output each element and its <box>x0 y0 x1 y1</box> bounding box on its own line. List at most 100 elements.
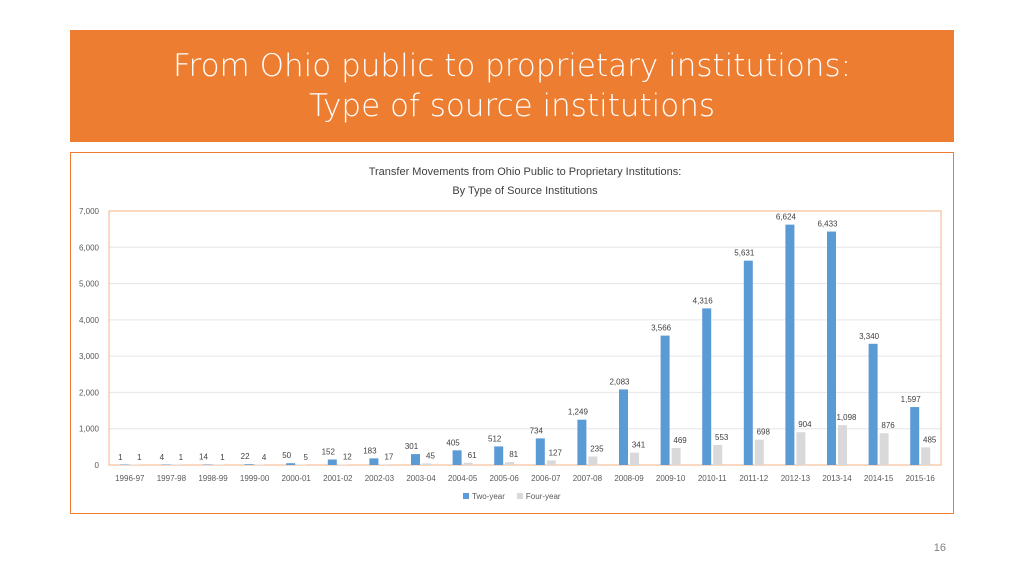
data-label-four-year: 1 <box>179 453 184 462</box>
bar-two-year <box>327 459 337 465</box>
x-tick-label: 2012-13 <box>781 474 811 483</box>
data-label-two-year: 1 <box>118 453 123 462</box>
bar-four-year <box>588 456 598 465</box>
bar-four-year <box>172 464 182 465</box>
slide-title-line-2: Type of source institutions <box>308 88 716 124</box>
data-label-two-year: 6,433 <box>817 220 838 229</box>
data-label-four-year: 485 <box>923 435 937 444</box>
bar-two-year <box>452 450 462 465</box>
y-tick-label: 3,000 <box>79 352 100 361</box>
data-label-four-year: 5 <box>303 453 308 462</box>
bar-two-year <box>286 463 296 465</box>
chart-container: Transfer Movements from Ohio Public to P… <box>70 152 954 514</box>
data-label-four-year: 4 <box>262 453 267 462</box>
bar-four-year <box>255 464 265 465</box>
bar-two-year <box>619 389 628 465</box>
bar-four-year <box>921 447 931 465</box>
data-label-two-year: 4,316 <box>693 296 714 305</box>
x-tick-label: 2000-01 <box>282 474 312 483</box>
bar-four-year <box>838 425 847 465</box>
data-label-four-year: 904 <box>798 420 812 429</box>
page-number: 16 <box>933 542 946 554</box>
plot-area-border <box>108 210 942 466</box>
data-label-two-year: 183 <box>363 446 377 455</box>
x-tick-label: 2010-11 <box>698 474 727 483</box>
data-label-four-year: 235 <box>590 444 604 453</box>
legend-swatch-two-year <box>463 493 469 499</box>
bar-two-year <box>244 464 254 465</box>
bar-four-year <box>671 447 681 465</box>
x-tick-label: 2011-12 <box>739 474 768 483</box>
x-tick-label: 1998-99 <box>198 474 228 483</box>
y-tick-label: 2,000 <box>79 388 100 397</box>
bar-two-year <box>535 438 545 465</box>
legend-swatch-four-year <box>516 493 523 499</box>
data-label-four-year: 341 <box>632 441 646 450</box>
x-tick-label: 2007-08 <box>573 474 603 483</box>
data-label-two-year: 405 <box>446 438 460 447</box>
data-label-two-year: 6,624 <box>776 213 797 222</box>
y-tick-label: 6,000 <box>79 243 100 252</box>
bar-four-year <box>713 444 723 465</box>
data-label-four-year: 127 <box>549 448 563 457</box>
bar-four-year <box>796 432 806 465</box>
x-tick-label: 2015-16 <box>906 474 936 483</box>
data-label-four-year: 876 <box>881 421 895 430</box>
y-tick-label: 1,000 <box>79 425 100 434</box>
title-banner: From Ohio public to proprietary institut… <box>70 30 954 142</box>
x-tick-label: 2004-05 <box>448 474 478 483</box>
bar-two-year <box>702 308 712 465</box>
data-label-four-year: 45 <box>426 451 435 460</box>
data-label-two-year: 734 <box>530 426 544 435</box>
data-label-four-year: 698 <box>757 428 771 437</box>
data-label-two-year: 1,249 <box>568 408 589 417</box>
bar-two-year <box>743 260 753 465</box>
x-tick-label: 2008-09 <box>614 474 644 483</box>
legend-label: Two-year <box>472 492 505 501</box>
data-label-two-year: 3,340 <box>859 332 880 341</box>
x-tick-label: 2003-04 <box>406 474 436 483</box>
bar-four-year <box>214 464 223 465</box>
bar-four-year <box>546 460 556 465</box>
bar-chart: Transfer Movements from Ohio Public to P… <box>79 166 942 501</box>
data-label-two-year: 301 <box>405 442 419 451</box>
data-label-four-year: 12 <box>343 453 352 462</box>
bar-two-year <box>161 464 171 465</box>
bar-four-year <box>130 464 140 465</box>
x-tick-label: 2014-15 <box>864 474 894 483</box>
bar-four-year <box>380 464 390 465</box>
bar-two-year <box>119 464 129 465</box>
data-label-four-year: 469 <box>673 436 687 445</box>
data-label-two-year: 5,631 <box>734 249 755 258</box>
bar-two-year <box>827 231 836 465</box>
data-label-two-year: 22 <box>241 452 250 461</box>
slide-title-line-1: From Ohio public to proprietary institut… <box>172 48 852 84</box>
x-tick-label: 2006-07 <box>531 474 561 483</box>
data-label-two-year: 152 <box>322 447 336 456</box>
bar-two-year <box>494 446 504 465</box>
x-tick-label: 2002-03 <box>365 474 395 483</box>
bar-two-year <box>203 464 212 465</box>
data-label-two-year: 50 <box>282 451 291 460</box>
data-label-four-year: 81 <box>509 450 518 459</box>
legend-label: Four-year <box>526 492 561 501</box>
data-label-four-year: 61 <box>468 451 477 460</box>
bar-four-year <box>422 463 431 465</box>
data-label-four-year: 17 <box>384 452 393 461</box>
bar-two-year <box>910 407 920 465</box>
bar-two-year <box>369 458 379 465</box>
data-label-two-year: 512 <box>488 434 502 443</box>
data-label-two-year: 2,083 <box>609 377 630 386</box>
x-tick-label: 2001-02 <box>323 474 353 483</box>
bar-four-year <box>754 439 764 465</box>
x-tick-label: 1996-97 <box>115 474 145 483</box>
x-tick-label: 2005-06 <box>490 474 520 483</box>
y-tick-label: 7,000 <box>79 207 100 216</box>
y-tick-label: 5,000 <box>79 280 100 289</box>
bar-four-year <box>338 464 348 465</box>
bar-two-year <box>577 419 587 465</box>
bar-four-year <box>463 462 473 465</box>
x-tick-label: 1997-98 <box>157 474 187 483</box>
bar-two-year <box>868 343 878 465</box>
x-tick-label: 2013-14 <box>822 474 852 483</box>
